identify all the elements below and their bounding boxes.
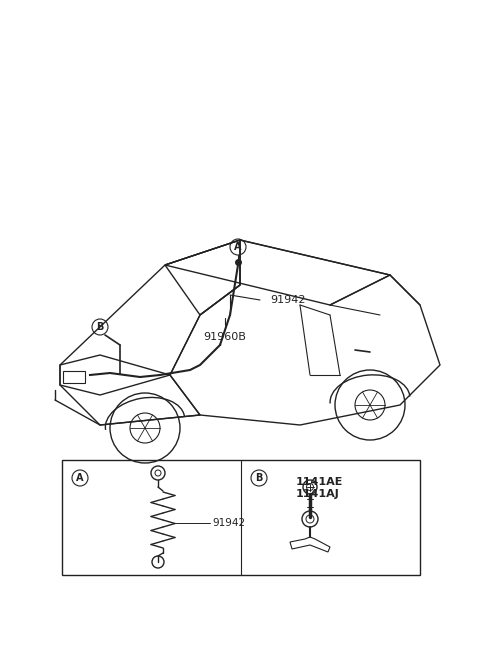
- Text: 1141AJ: 1141AJ: [296, 489, 340, 499]
- Text: 91960B: 91960B: [204, 332, 246, 342]
- Bar: [62, 460, 420, 575]
- Text: A: A: [234, 242, 242, 252]
- Text: B: B: [96, 322, 104, 332]
- Text: 91942: 91942: [212, 518, 245, 528]
- Text: 91942: 91942: [270, 295, 305, 305]
- Text: B: B: [255, 473, 263, 483]
- Bar: [63, 371, 85, 383]
- Text: 1141AE: 1141AE: [296, 477, 343, 487]
- Text: A: A: [76, 473, 84, 483]
